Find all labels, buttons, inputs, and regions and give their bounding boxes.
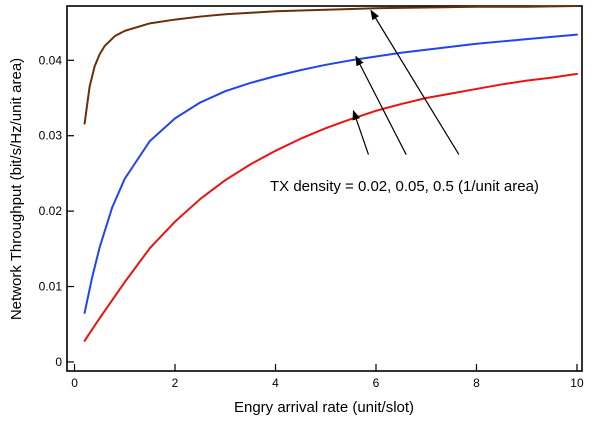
- x-tick-label: 0: [71, 376, 78, 390]
- x-tick-label: 4: [272, 376, 279, 390]
- y-axis-ticks: 0 0.01 0.02 0.03 0.04: [39, 53, 74, 369]
- x-tick-label: 2: [172, 376, 179, 390]
- y-tick-label: 0.02: [39, 204, 63, 218]
- x-tick-label: 10: [570, 376, 584, 390]
- y-tick-label: 0.01: [39, 280, 63, 294]
- y-axis-label: Network Throughput (bit/s/Hz/unit area): [8, 58, 25, 320]
- annotation-arrow-1: [352, 109, 370, 155]
- series-lines: [83, 5, 578, 342]
- annotation-arrow-3: [370, 9, 460, 155]
- x-axis-label: Engry arrival rate (unit/slot): [234, 399, 414, 416]
- annotation-arrow-2: [355, 55, 407, 155]
- y-tick-label: 0.04: [39, 53, 63, 67]
- series-line-2: [83, 33, 578, 314]
- x-axis-ticks: 0 2 4 6 8 10: [71, 364, 584, 390]
- x-tick-label: 8: [473, 376, 480, 390]
- series-line-3: [83, 5, 578, 125]
- plot-frame: [66, 5, 583, 372]
- tx-density-annotation: TX density = 0.02, 0.05, 0.5 (1/unit are…: [270, 178, 539, 195]
- series-line-1: [83, 72, 578, 342]
- annotation-arrows: [352, 9, 460, 155]
- y-tick-label: 0: [55, 355, 62, 369]
- y-tick-label: 0.03: [39, 129, 63, 143]
- x-tick-label: 6: [373, 376, 380, 390]
